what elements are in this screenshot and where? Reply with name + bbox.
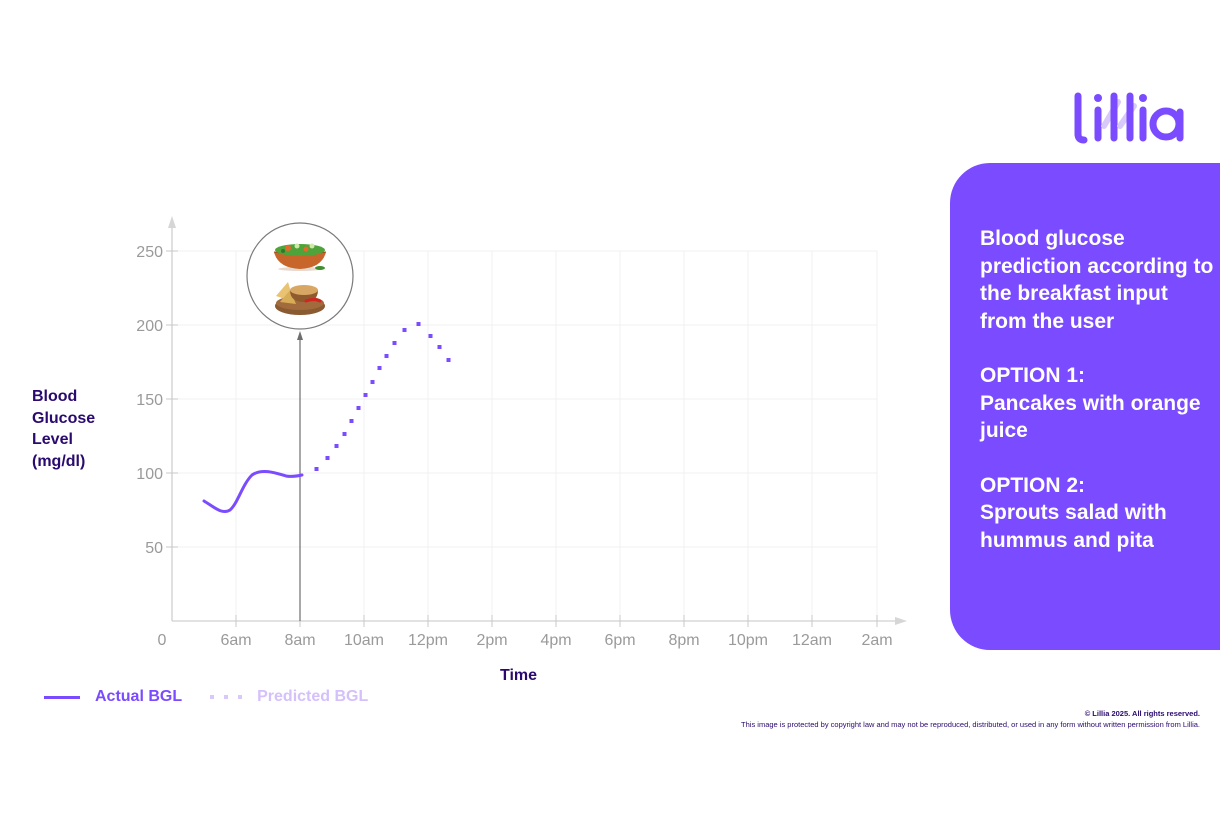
svg-text:10am: 10am — [344, 632, 384, 649]
y-axis-label-line: (mg/dl) — [32, 452, 86, 470]
info-panel: Blood glucose prediction according to th… — [950, 163, 1220, 650]
y-axis-arrow-icon — [168, 216, 176, 228]
option-2-title: OPTION 2: — [980, 473, 1086, 497]
svg-text:8am: 8am — [284, 632, 315, 649]
panel-intro: Blood glucose prediction according to th… — [980, 227, 1214, 333]
meal-image-icon — [246, 222, 354, 330]
chart-legend: Actual BGL Predicted BGL — [44, 688, 368, 706]
option-1-title: OPTION 1: — [980, 364, 1086, 387]
y-axis-label-line: Level — [32, 431, 73, 448]
svg-text:50: 50 — [145, 540, 163, 557]
svg-text:6pm: 6pm — [604, 632, 635, 649]
solid-line-legend-icon — [44, 695, 80, 699]
svg-text:200: 200 — [136, 318, 163, 335]
meal-marker-arrow-icon — [297, 331, 303, 340]
chart-grid — [172, 250, 878, 621]
chart-axes — [171, 224, 898, 622]
legend-predicted-label: Predicted BGL — [257, 688, 369, 705]
x-axis-label: Time — [500, 667, 538, 684]
predicted-bgl-dots — [314, 322, 451, 471]
legend-actual-label: Actual BGL — [95, 688, 183, 705]
info-panel-text: Blood glucose prediction according to th… — [980, 225, 1220, 581]
option-2-text: Sprouts salad with hummus and pita — [980, 501, 1167, 552]
svg-text:6am: 6am — [220, 632, 251, 649]
y-tick-labels: 250 200 150 100 50 — [136, 244, 163, 557]
y-axis-label-line: Blood — [32, 388, 78, 405]
copyright-notice: © Lillia 2025. All rights reserved. This… — [741, 708, 1200, 730]
svg-text:4pm: 4pm — [540, 632, 571, 649]
dotted-line-legend-icon — [210, 695, 243, 699]
x-axis-arrow-icon — [895, 617, 907, 625]
svg-text:250: 250 — [136, 244, 163, 261]
copyright-disclaimer: This image is protected by copyright law… — [741, 720, 1200, 729]
lillia-logo — [1074, 92, 1184, 144]
svg-text:8pm: 8pm — [668, 632, 699, 649]
bgl-line-chart: 250 200 150 100 50 0 6am 8am 10am 12pm 2… — [136, 216, 907, 649]
svg-text:100: 100 — [136, 466, 163, 483]
svg-text:150: 150 — [136, 392, 163, 409]
svg-text:2pm: 2pm — [476, 632, 507, 649]
option-1-text: Pancakes with orange juice — [980, 391, 1201, 443]
x-tick-labels: 0 6am 8am 10am 12pm 2pm 4pm 6pm 8pm 10pm… — [158, 632, 893, 649]
panel-option-2: OPTION 2: Sprouts salad with hummus and … — [980, 472, 1220, 555]
svg-text:2am: 2am — [861, 632, 892, 649]
svg-text:12pm: 12pm — [408, 632, 448, 649]
svg-text:12am: 12am — [792, 632, 832, 649]
copyright-line: © Lillia 2025. All rights reserved. — [1084, 709, 1200, 718]
y-axis-label-line: Glucose — [32, 409, 96, 427]
panel-option-1: OPTION 1: Pancakes with orange juice — [980, 362, 1220, 445]
svg-text:0: 0 — [158, 632, 167, 649]
svg-text:10pm: 10pm — [728, 632, 768, 649]
actual-bgl-line — [202, 469, 304, 514]
y-axis-label: Blood Glucose Level (mg/dl) — [32, 386, 112, 472]
